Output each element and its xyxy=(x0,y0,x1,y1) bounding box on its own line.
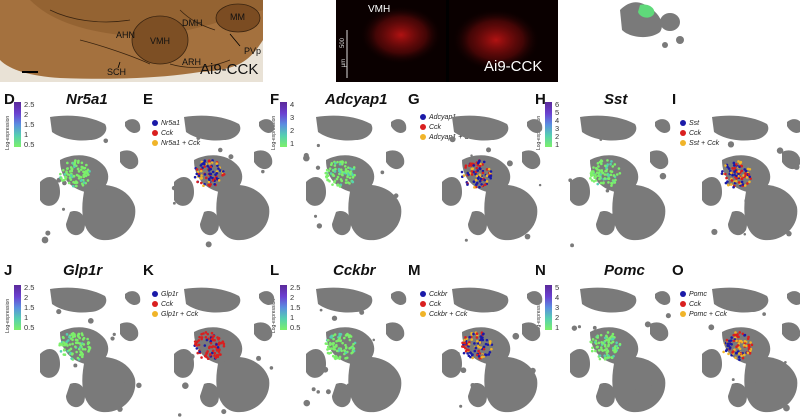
scale-bar xyxy=(22,71,38,73)
fluorescence-panel: VMH 500 µm Ai9-CCK xyxy=(336,0,558,82)
umap-top-right xyxy=(620,2,684,48)
gene-title-sst: Sst xyxy=(604,91,628,108)
histology-panel: AHN DMH MM VMH ARH SCH PVp Ai9-CCK xyxy=(0,0,263,82)
legend-m: Cckbr Cck Cckbr + Cck xyxy=(420,289,467,319)
panel-letter-f: F xyxy=(270,91,280,108)
panel-letter-e: E xyxy=(143,91,154,108)
colorbar-glp1r xyxy=(14,285,21,330)
region-label-vmh: VMH xyxy=(150,36,170,46)
fluo-scale-unit: µm xyxy=(341,58,348,68)
gene-title-adcyap1: Adcyap1 xyxy=(325,91,388,108)
colorbar-title: Log-expression xyxy=(5,298,11,333)
histology-caption: Ai9-CCK xyxy=(200,61,259,78)
panel-letter-k: K xyxy=(143,262,154,279)
gene-title-pomc: Pomc xyxy=(604,262,645,279)
region-label-sch: SCH xyxy=(107,67,127,77)
umap-plot xyxy=(442,115,543,242)
colorbar-title: Log-expression xyxy=(5,115,11,150)
panel-letter-g: G xyxy=(408,91,420,108)
fluo-scale-value: 500 xyxy=(340,37,347,49)
region-label-arh: ARH xyxy=(182,57,202,67)
region-label-pvp: PVp xyxy=(244,46,262,56)
umap-plot xyxy=(40,115,141,244)
legend-e: Nr5a1 Cck Nr5a1 + Cck xyxy=(152,118,200,148)
panel-letter-i: I xyxy=(672,91,677,108)
gene-title-nr5a1: Nr5a1 xyxy=(66,91,108,108)
umap-plot xyxy=(303,287,407,413)
gene-title-cckbr: Cckbr xyxy=(333,262,376,279)
panel-letter-o: O xyxy=(672,262,684,279)
panel-letter-l: L xyxy=(270,262,280,279)
fluo-caption: Ai9-CCK xyxy=(484,58,543,75)
panel-letter-m: M xyxy=(408,262,421,279)
region-label-dmh: DMH xyxy=(182,18,203,28)
umap-plot xyxy=(40,287,142,413)
legend-k: Glp1r Cck Glp1r + Cck xyxy=(152,289,198,319)
colorbar-pomc xyxy=(545,285,552,330)
panel-letter-d: D xyxy=(4,91,15,108)
gene-title-glp1r: Glp1r xyxy=(63,262,103,279)
colorbar-adcyap1 xyxy=(280,102,287,147)
region-label-mm: MM xyxy=(230,12,245,22)
umap-plot xyxy=(702,287,800,413)
umap-plot xyxy=(442,287,543,413)
panel-letter-j: J xyxy=(4,262,13,279)
histology-image xyxy=(0,0,263,79)
fluo-region-label: VMH xyxy=(368,4,391,15)
umap-plot xyxy=(702,115,800,241)
legend-i: Sst Cck Sst + Cck xyxy=(680,118,719,148)
region-label-ahn: AHN xyxy=(116,30,136,40)
umap-plot xyxy=(171,115,275,248)
colorbar-cckbr xyxy=(280,285,287,330)
panel-letter-n: N xyxy=(535,262,546,279)
legend-o: Pomc Cck Pomc + Cck xyxy=(680,289,727,319)
umap-plot xyxy=(568,115,671,248)
umap-plot xyxy=(174,287,275,417)
colorbar-sst xyxy=(545,102,552,147)
panel-letter-h: H xyxy=(535,91,546,108)
umap-plot xyxy=(303,115,407,241)
colorbar-nr5a1 xyxy=(14,102,21,147)
umap-plot xyxy=(570,287,671,413)
fluorescence-image xyxy=(346,0,541,82)
